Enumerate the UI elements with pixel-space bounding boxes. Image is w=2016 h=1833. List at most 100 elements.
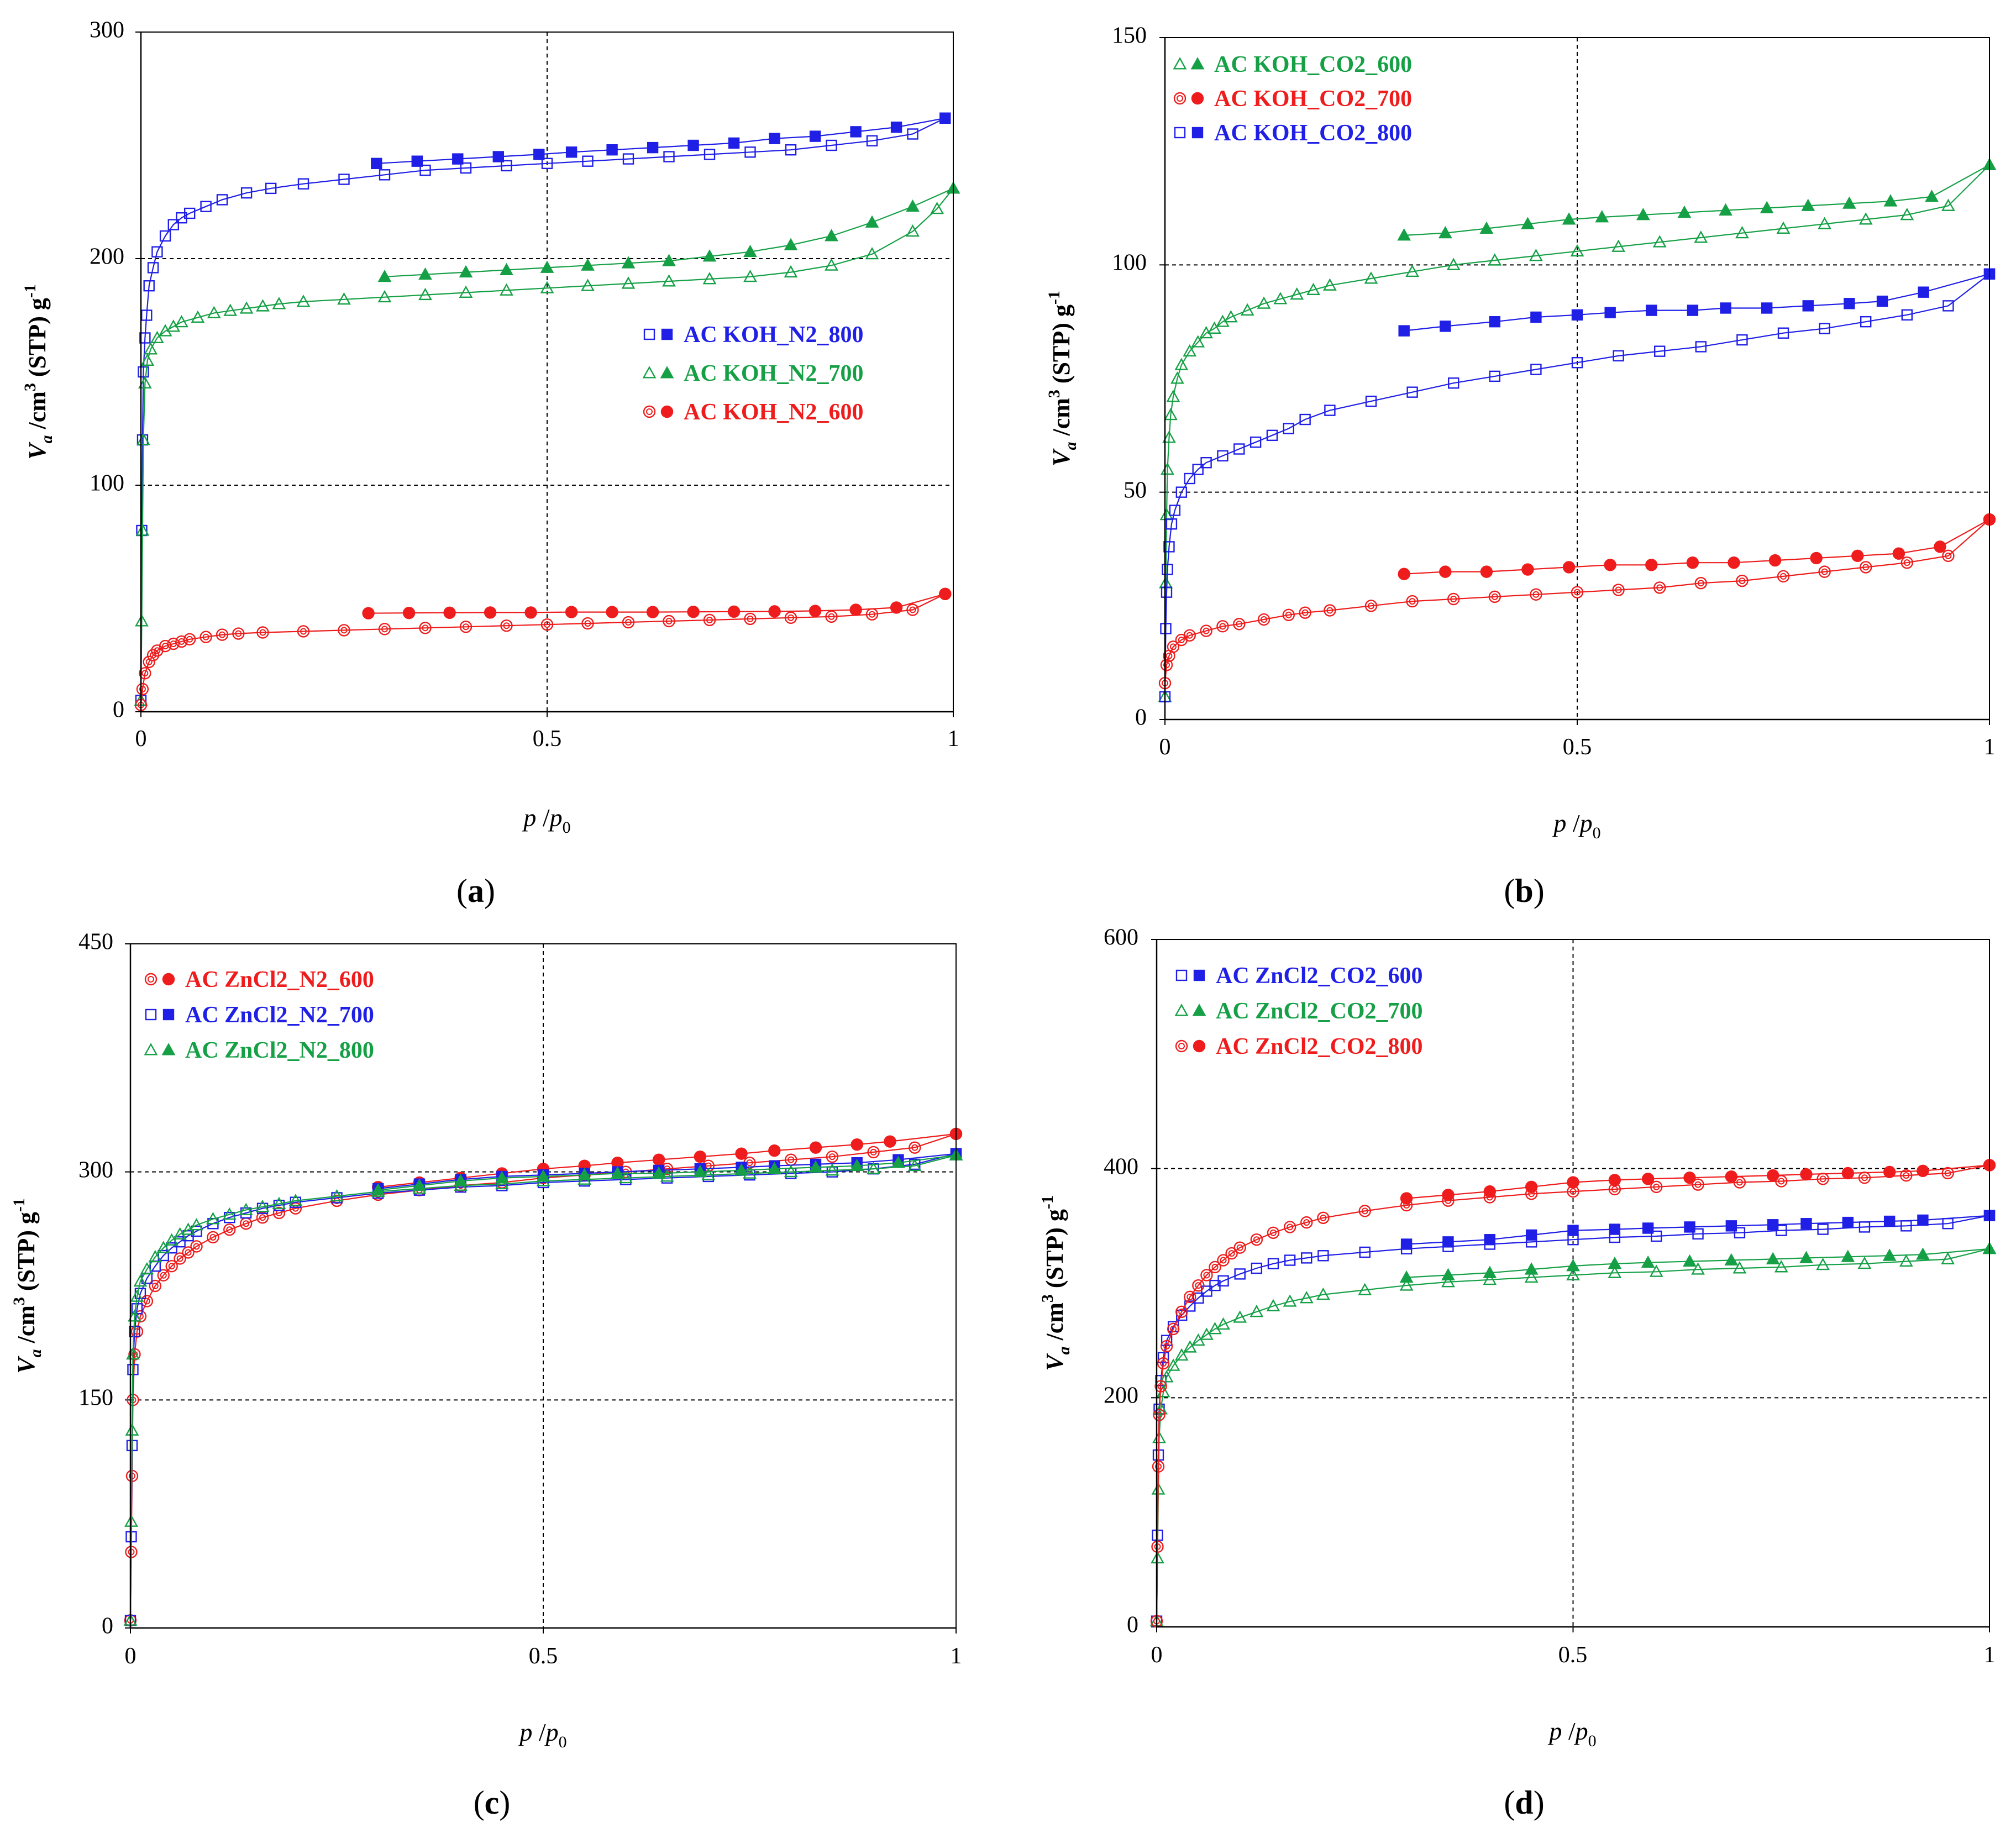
panel-d-series-2-ads-point-13	[1217, 1254, 1230, 1267]
panel-d-series-1-ads-point-20	[1358, 1283, 1372, 1295]
panel-a-series-0-ads-point-15	[240, 187, 253, 199]
panel-b-series-2-des-point-14	[1398, 325, 1410, 337]
panel-a-series-2-des-point-4	[768, 605, 781, 618]
panel-d-series-2-ads-point-19-outer	[1300, 1216, 1313, 1229]
panel-d-series-1-des-point-3	[1841, 1249, 1855, 1262]
panel-b-series-1-ads-point-6	[1200, 624, 1212, 637]
panel-d-series-2-ads-point-4	[1154, 1380, 1167, 1393]
panel-a-series-1-ads-point-25	[621, 276, 636, 289]
panel-d-series-2-des-point-4-outer	[1800, 1168, 1813, 1181]
panel-a-series-2-ads-point-12-outer	[232, 627, 245, 640]
panel-c-series-0-ads-point-33-inner	[870, 1148, 877, 1156]
panel-d-series-2-ads-point-6-outer	[1160, 1340, 1173, 1353]
panel-d-series-2-ads-point-2	[1152, 1460, 1165, 1473]
panel-b-series-1-ads-point-12	[1324, 604, 1336, 617]
panel-b-label: (b)	[1504, 873, 1544, 909]
panel-a-series-0-ads-point-23	[541, 157, 553, 169]
panel-c-series-0-ads-point-7-inner	[143, 1298, 150, 1305]
panel-d-series-2	[1150, 1159, 1996, 1627]
panel-c-series-2-des-point-13	[412, 1178, 427, 1191]
panel-a-plot-frame	[140, 31, 954, 712]
panel-a-series-1-des-point-12	[459, 265, 473, 278]
panel-d-series-0-ads-point-34	[1942, 1217, 1954, 1230]
panel-b-legend-1-filled-marker-outer	[1191, 92, 1204, 105]
panel-a-series-0-des-point-3	[809, 130, 821, 142]
panel-a-series-2-ads-point-16-inner	[381, 626, 388, 633]
panel-c-legend-0-open-marker-inner	[148, 976, 154, 983]
panel-d-series-1-des-point-6	[1724, 1253, 1739, 1266]
panel-d-series-2-ads-point-28	[1650, 1180, 1663, 1194]
panel-d-series-2-ads-point-35-inner	[1944, 1169, 1951, 1177]
panel-d-legend-2-open-marker	[1175, 1039, 1188, 1053]
panel-d-legend-1-filled-marker	[1192, 1004, 1206, 1016]
panel-d-series-2-ads-point-5-inner	[1160, 1360, 1167, 1367]
panel-d-series-2-ads-point-31	[1775, 1175, 1788, 1188]
panel-d-series-2-ads-point-35	[1941, 1167, 1954, 1180]
panel-d-series-0-ads-point-15	[1251, 1262, 1263, 1274]
panel-b-series-2-ads-point-1	[1160, 623, 1172, 634]
panel-a-series-0-des-point-8	[606, 144, 618, 156]
panel-b-series-1-ads-point-27	[1942, 549, 1955, 563]
panel-d-xtick-2: 1	[1984, 1642, 1996, 1668]
panel-a-series-2-ads-point-15-outer	[338, 624, 350, 637]
panel-b-series-1-ads-point-14	[1406, 595, 1419, 608]
panel-d-series-0-ads-point-19	[1317, 1250, 1329, 1262]
panel-d-series-2-ads-point-8-inner	[1178, 1308, 1185, 1315]
panel-d-series-2-ads-point-28-outer	[1650, 1180, 1663, 1194]
panel-d-series-1-ads-point-33	[1899, 1254, 1913, 1267]
panel-a-series-0-ads-point-10	[167, 219, 179, 230]
panel-a-series-2-ads-point-10-outer	[200, 631, 212, 643]
panel-c-series-0-ads-point-32-outer	[826, 1150, 839, 1163]
panel-d-series-0-des-point-7	[1684, 1221, 1695, 1233]
panel-a-series-0-des-point-13	[411, 155, 423, 167]
panel-d-series-1-des-point-7	[1683, 1254, 1697, 1267]
panel-d-series-2-ads-point-15-outer	[1233, 1241, 1246, 1254]
panel-c-legend-entry-1: AC ZnCl2_N2_700	[145, 1002, 374, 1028]
panel-d-series-2-des-point-1-outer	[1917, 1164, 1929, 1178]
panel-a-series-1-des-point-13	[418, 267, 432, 280]
panel-d-series-2-ads-point-32	[1817, 1173, 1829, 1185]
panel-b-series-1-des-point-1	[1934, 540, 1946, 553]
panel-c-ytick-0: 0	[102, 1614, 113, 1639]
panel-d-series-0-des-point-1	[1917, 1214, 1929, 1226]
panel-b-series-0-des-point-13	[1438, 225, 1452, 239]
panel-b-series-1-ads-point-20-inner	[1656, 584, 1663, 591]
panel-b-series-2-ads-point-6	[1169, 505, 1181, 516]
panel-a-series-1-des-point-9	[581, 258, 595, 271]
panel-a-series-0-ads-point-22	[501, 160, 512, 172]
panel-b-series-1-ads-point-18	[1571, 586, 1584, 598]
panel-c-series-2-des-point-11	[495, 1170, 509, 1184]
panel-d-series-1-ads-point-32	[1857, 1256, 1872, 1269]
panel-a-series-1-ads-point-15	[256, 299, 270, 312]
panel-b-series-0-des-point-10	[1562, 212, 1576, 225]
panel-a-legend-2-filled-marker-outer	[660, 405, 674, 418]
panel-b-series-2-ads-point-13	[1250, 436, 1262, 448]
panel-d-series-0-des-point-9	[1609, 1223, 1621, 1235]
panel-a-series-2-ads-point-13-outer	[256, 626, 269, 639]
panel-b-series-2-ads-point-19	[1406, 386, 1418, 398]
panel-c-ylabel: Va /cm3 (STP) g-1	[10, 1198, 45, 1374]
panel-b-series-2-des-point-12	[1489, 316, 1501, 328]
panel-a-series-0-ads-point-18	[338, 174, 350, 185]
panel-b-series-0-ads-point-8	[1174, 358, 1189, 370]
panel-d-series-2-ads-point-17	[1267, 1226, 1280, 1239]
panel-b-series-1-ads-point-24	[1818, 565, 1831, 578]
panel-b-series-1-des-point-4-outer	[1810, 552, 1823, 565]
panel-d-series-1-ads-point-27	[1649, 1264, 1663, 1277]
panel-d-series-2-ads-point-30	[1733, 1176, 1746, 1189]
panel-d-series-2-des-point-14-outer	[1400, 1192, 1413, 1205]
panel-d-series-0-ads-point-10	[1193, 1292, 1204, 1304]
panel-c-series-0-ads-point-15	[223, 1223, 236, 1236]
panel-b-legend-2-filled-marker	[1191, 127, 1204, 139]
panel-b-series-1-ads-point-19-inner	[1615, 586, 1622, 594]
panel-a-legend-2-label: AC KOH_N2_600	[684, 400, 864, 425]
panel-b-series-0-ads-point-18	[1290, 287, 1304, 300]
panel-d-series-2-ads-point-6-inner	[1163, 1343, 1170, 1350]
panel-a-series-2-ads-point-15	[338, 624, 350, 637]
panel-d-legend-2-open-marker-inner	[1178, 1043, 1185, 1049]
panel-b-ytick-2: 100	[1112, 250, 1147, 276]
panel-b-series-1-ads-point-3	[1167, 640, 1180, 653]
panel-b-series-1-ads-point-1-outer	[1160, 659, 1173, 671]
panel-d-series-2-ads-point-10-outer	[1192, 1279, 1205, 1292]
panel-d-series-0-ads-point-18	[1301, 1252, 1313, 1264]
